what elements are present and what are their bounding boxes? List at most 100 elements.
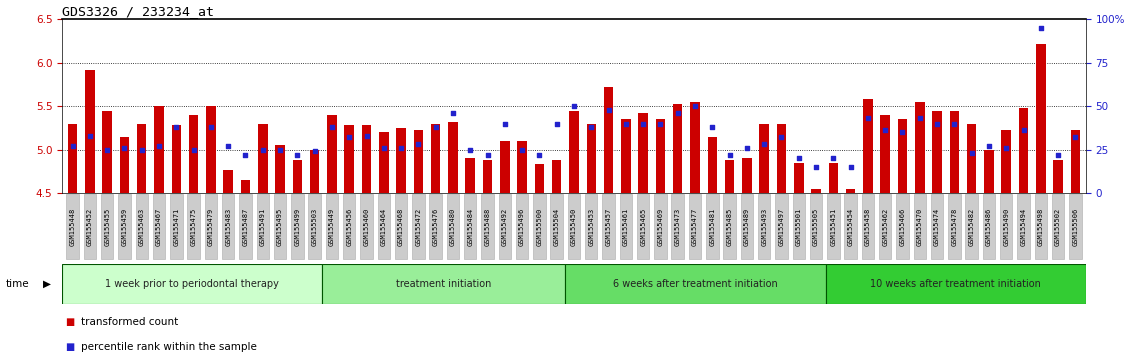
Point — [167, 124, 185, 130]
Text: GSM155467: GSM155467 — [156, 207, 162, 246]
Text: GSM155458: GSM155458 — [865, 207, 871, 246]
Bar — [362, 125, 371, 193]
Text: time: time — [6, 279, 29, 289]
Point — [150, 143, 169, 149]
Point — [478, 152, 497, 158]
Point — [184, 147, 202, 152]
Bar — [604, 87, 613, 193]
Text: GSM155497: GSM155497 — [778, 207, 785, 246]
Point — [979, 143, 998, 149]
Point — [530, 152, 549, 158]
Point — [946, 121, 964, 126]
Bar — [638, 113, 648, 193]
FancyBboxPatch shape — [67, 194, 79, 259]
Point — [443, 110, 461, 116]
FancyBboxPatch shape — [793, 194, 805, 259]
FancyBboxPatch shape — [136, 194, 148, 259]
Text: GSM155473: GSM155473 — [675, 207, 681, 246]
FancyBboxPatch shape — [603, 194, 615, 259]
FancyBboxPatch shape — [430, 194, 442, 259]
Bar — [1053, 160, 1063, 193]
Point — [461, 147, 480, 152]
FancyBboxPatch shape — [845, 194, 857, 259]
Bar — [120, 137, 129, 193]
FancyBboxPatch shape — [948, 194, 960, 259]
Bar — [500, 141, 510, 193]
Point — [824, 155, 843, 161]
FancyBboxPatch shape — [326, 194, 338, 259]
FancyBboxPatch shape — [257, 194, 269, 259]
FancyBboxPatch shape — [222, 194, 234, 259]
FancyBboxPatch shape — [1017, 194, 1029, 259]
Text: GSM155475: GSM155475 — [191, 207, 197, 246]
FancyBboxPatch shape — [1052, 194, 1064, 259]
Bar — [950, 110, 959, 193]
Text: GSM155454: GSM155454 — [847, 207, 854, 246]
Point — [651, 121, 670, 126]
Text: GSM155448: GSM155448 — [70, 207, 76, 246]
Point — [962, 150, 981, 156]
Point — [357, 133, 375, 138]
FancyBboxPatch shape — [983, 194, 995, 259]
Text: GSM155492: GSM155492 — [502, 207, 508, 246]
Bar — [137, 124, 147, 193]
FancyBboxPatch shape — [672, 194, 684, 259]
Text: GSM155456: GSM155456 — [346, 207, 352, 246]
Text: 1 week prior to periodontal therapy: 1 week prior to periodontal therapy — [105, 279, 279, 289]
Point — [374, 145, 392, 151]
Bar — [569, 110, 579, 193]
Point — [703, 124, 722, 130]
Text: GSM155488: GSM155488 — [484, 207, 491, 246]
FancyBboxPatch shape — [309, 194, 321, 259]
Bar — [85, 70, 95, 193]
Point — [634, 121, 653, 126]
Text: GSM155480: GSM155480 — [450, 207, 456, 246]
Point — [1031, 25, 1050, 31]
Text: GSM155498: GSM155498 — [1038, 207, 1044, 246]
Bar — [742, 158, 752, 193]
Point — [808, 164, 826, 170]
FancyBboxPatch shape — [516, 194, 528, 259]
FancyBboxPatch shape — [205, 194, 217, 259]
Text: GSM155491: GSM155491 — [260, 207, 266, 246]
Bar — [206, 106, 216, 193]
Text: GSM155462: GSM155462 — [882, 207, 888, 246]
Text: GSM155476: GSM155476 — [433, 207, 439, 246]
Text: 6 weeks after treatment initiation: 6 weeks after treatment initiation — [613, 279, 778, 289]
Bar — [915, 102, 924, 193]
Point — [564, 103, 582, 109]
FancyBboxPatch shape — [931, 194, 943, 259]
Text: GSM155469: GSM155469 — [657, 207, 664, 246]
Bar — [846, 189, 855, 193]
Text: GSM155482: GSM155482 — [968, 207, 975, 246]
Bar — [517, 141, 527, 193]
FancyBboxPatch shape — [585, 194, 597, 259]
Bar — [880, 115, 890, 193]
Point — [756, 142, 774, 147]
Point — [910, 115, 929, 121]
FancyBboxPatch shape — [533, 194, 545, 259]
FancyBboxPatch shape — [119, 194, 131, 259]
Point — [495, 121, 513, 126]
FancyBboxPatch shape — [724, 194, 736, 259]
Bar — [690, 102, 700, 193]
Text: GSM155504: GSM155504 — [554, 207, 560, 246]
Text: GSM155489: GSM155489 — [744, 207, 750, 246]
FancyBboxPatch shape — [879, 194, 891, 259]
Bar — [431, 124, 440, 193]
Text: GSM155460: GSM155460 — [363, 207, 370, 246]
Text: GSM155474: GSM155474 — [934, 207, 940, 246]
FancyBboxPatch shape — [499, 194, 511, 259]
Text: GSM155465: GSM155465 — [640, 207, 646, 246]
Point — [271, 147, 290, 152]
FancyBboxPatch shape — [274, 194, 286, 259]
Text: GSM155493: GSM155493 — [761, 207, 767, 246]
Text: GSM155459: GSM155459 — [121, 207, 128, 246]
Bar — [189, 115, 198, 193]
Point — [201, 124, 219, 130]
Text: ▶: ▶ — [43, 279, 51, 289]
Point — [63, 143, 81, 149]
Text: GSM155470: GSM155470 — [917, 207, 923, 246]
Bar — [275, 145, 285, 193]
Point — [687, 103, 705, 109]
